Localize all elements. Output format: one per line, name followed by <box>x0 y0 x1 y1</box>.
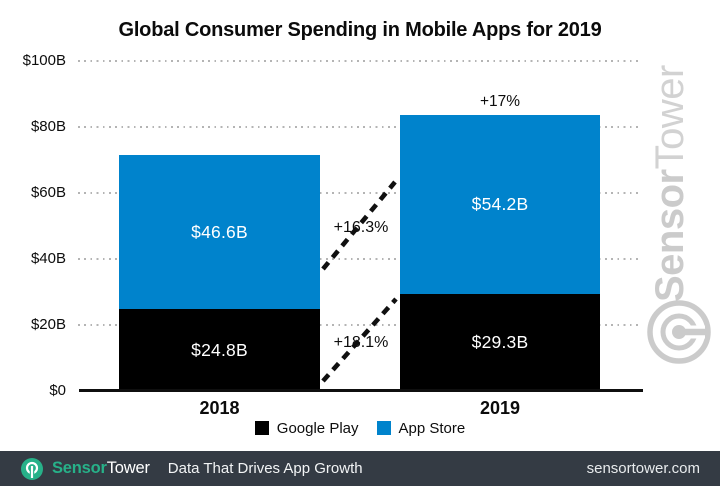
gridline-100 <box>78 60 638 62</box>
total-growth-label: +17% <box>479 93 521 110</box>
legend-label-app-store: App Store <box>398 419 466 437</box>
y-axis-tick-label-20: $20B <box>30 316 66 333</box>
footer-brand: SensorTower <box>52 459 150 478</box>
y-axis-tick-label-80: $80B <box>30 118 66 135</box>
bar-segment-googleplay-2019: $29.3B <box>400 294 600 391</box>
googleplay-growth-label: +18.1% <box>333 334 389 351</box>
x-axis-line <box>79 389 643 392</box>
sensortower-logo-icon <box>21 457 43 480</box>
legend-item-google-play: Google Play <box>254 419 359 437</box>
appstore-growth-label: +16.3% <box>333 219 389 236</box>
legend-label-google-play: Google Play <box>276 419 359 437</box>
legend: Google Play App Store <box>0 419 720 437</box>
x-axis-label-2019: 2019 <box>479 398 521 418</box>
gridline-80 <box>78 126 638 128</box>
footer-brand-sensor: Sensor <box>52 459 107 477</box>
footer-bar: SensorTower Data That Drives App Growth … <box>0 451 720 486</box>
app-store-swatch <box>376 421 391 435</box>
y-axis-tick-label-100: $100B <box>22 52 66 69</box>
watermark-brand-tower: Tower <box>648 65 692 170</box>
sensortower-watermark-logo-icon <box>647 300 711 364</box>
watermark-brand-sensor: Sensor <box>648 169 692 302</box>
bar-value-label-appstore-2018: $46.6B <box>191 221 248 242</box>
google-play-swatch <box>254 421 269 435</box>
legend-item-app-store: App Store <box>376 419 466 437</box>
bar-segment-googleplay-2018: $24.8B <box>119 309 320 391</box>
footer-website-link[interactable]: sensortower.com <box>586 460 700 477</box>
bar-value-label-googleplay-2018: $24.8B <box>191 339 248 360</box>
x-axis-label-2018: 2018 <box>199 398 240 418</box>
stacked-bar-2019: $54.2B $29.3B <box>400 115 600 391</box>
bar-segment-appstore-2019: $54.2B <box>400 115 600 294</box>
y-axis-tick-label-0: $0 <box>49 382 66 399</box>
watermark-brand: SensorTower <box>641 65 699 302</box>
chart-title: Global Consumer Spending in Mobile Apps … <box>118 19 602 41</box>
y-axis-tick-label-60: $60B <box>30 184 66 201</box>
y-axis-tick-label-40: $40B <box>30 250 66 267</box>
footer-tagline: Data That Drives App Growth <box>167 460 363 477</box>
bar-value-label-appstore-2019: $54.2B <box>471 194 529 214</box>
footer-brand-tower: Tower <box>106 459 150 477</box>
stacked-bar-2018: $46.6B $24.8B <box>119 155 320 391</box>
bar-segment-appstore-2018: $46.6B <box>119 155 320 309</box>
bar-value-label-googleplay-2019: $29.3B <box>471 332 529 352</box>
